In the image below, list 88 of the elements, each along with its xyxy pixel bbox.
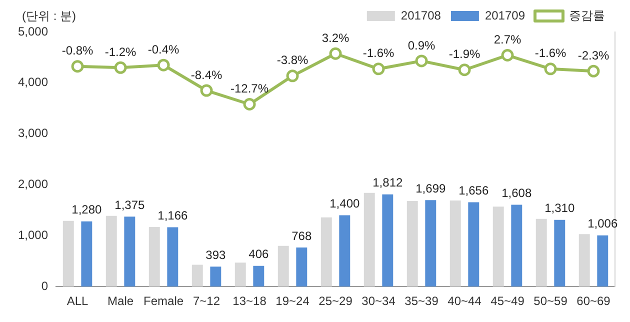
bar [578, 234, 590, 287]
bar [234, 262, 246, 287]
x-tick-label: ALL [66, 294, 89, 308]
bar [124, 216, 136, 287]
data-label: 1,280 [72, 202, 102, 217]
bar [492, 206, 504, 287]
y-tick-label: 3,000 [18, 126, 48, 140]
point [415, 54, 428, 68]
y-tick-label: 2,000 [18, 177, 48, 192]
point [329, 47, 342, 60]
data-label: 1,310 [544, 201, 575, 216]
bar [253, 266, 264, 287]
data-label: 1,699 [416, 181, 446, 196]
bar [278, 246, 289, 287]
point [200, 84, 213, 97]
y-axis-title: (단위 : 분) [22, 8, 76, 25]
bar [597, 235, 608, 287]
bar [167, 227, 178, 287]
point [544, 62, 557, 76]
x-tick-label: 35~39 [404, 294, 439, 308]
data-label: 393 [206, 248, 226, 262]
y-tick-label: 5,000 [18, 24, 48, 38]
bar [425, 200, 436, 287]
data-label: 406 [248, 247, 269, 262]
legend-label: 증감률 [569, 8, 605, 22]
data-label: -2.3% [578, 48, 610, 62]
bar [406, 201, 418, 287]
data-label: 1,656 [458, 184, 489, 198]
point [458, 64, 471, 76]
bar [382, 194, 394, 287]
x-tick-label: 7~12 [193, 294, 220, 308]
bar [148, 227, 160, 287]
bar [81, 221, 92, 287]
x-tick-label: 25~29 [318, 294, 353, 308]
point [71, 60, 84, 73]
x-tick-label: 60~69 [576, 294, 611, 308]
data-label: -1.6% [362, 46, 395, 60]
data-label: 1,006 [588, 216, 618, 231]
y-tick-label: 0 [41, 278, 48, 293]
bar [210, 266, 222, 287]
data-label: 768 [292, 228, 312, 243]
point [587, 64, 600, 78]
y-tick-label: 4,000 [18, 75, 48, 90]
data-label: 1,400 [330, 196, 360, 211]
data-label: 0.9% [408, 38, 436, 52]
bar [296, 247, 308, 287]
bar [62, 220, 74, 287]
bar [339, 215, 350, 287]
bar [364, 192, 375, 287]
y-tick-label: 1,000 [18, 228, 48, 242]
data-label: -1.9% [448, 47, 481, 62]
data-label: 3.2% [322, 30, 350, 45]
bar [450, 200, 461, 287]
bar [320, 217, 332, 287]
data-label: -12.7% [230, 82, 269, 96]
point [243, 98, 256, 110]
bar [106, 216, 117, 287]
point [501, 48, 514, 62]
point [114, 61, 127, 74]
point [157, 58, 170, 72]
legend-label: 201709 [484, 8, 526, 22]
point [286, 70, 299, 82]
data-label: -8.4% [190, 68, 223, 82]
data-label: -0.8% [62, 44, 94, 58]
data-label: -1.6% [534, 46, 566, 60]
data-label: -0.4% [148, 42, 180, 56]
x-tick-label: 13~18 [232, 294, 267, 308]
bar [511, 204, 522, 287]
legend-label: 201708 [400, 8, 442, 22]
bar [468, 202, 480, 287]
x-tick-label: 40~44 [448, 294, 482, 308]
x-tick-label: Female [144, 294, 184, 308]
bar [192, 264, 203, 287]
data-label: -1.2% [104, 44, 137, 59]
x-tick-label: 30~34 [362, 294, 396, 308]
point [372, 62, 385, 76]
x-tick-label: 19~24 [276, 294, 310, 308]
data-label: -3.8% [276, 53, 309, 68]
data-label: 1,608 [502, 186, 532, 200]
bar [554, 220, 566, 287]
data-label: 1,166 [158, 208, 188, 223]
bar [536, 218, 547, 287]
data-label: 2.7% [494, 32, 522, 47]
data-label: 1,812 [372, 176, 403, 190]
x-tick-label: 50~59 [534, 294, 568, 308]
x-tick-label: 45~49 [490, 294, 525, 308]
data-label: 1,375 [114, 198, 146, 212]
x-tick-label: Male [108, 294, 134, 308]
